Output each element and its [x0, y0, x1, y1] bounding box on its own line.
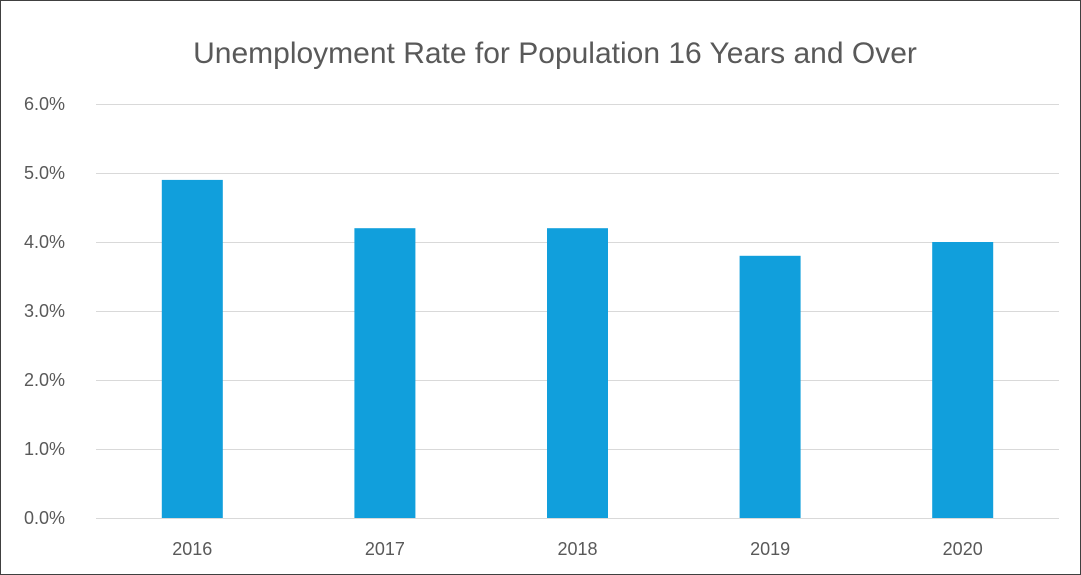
x-tick-label: 2020	[943, 539, 983, 559]
bars	[161, 179, 994, 519]
chart-title: Unemployment Rate for Population 16 Year…	[193, 37, 917, 70]
y-tick-label: 5.0%	[24, 163, 65, 183]
y-tick-label: 3.0%	[24, 301, 65, 321]
y-tick-label: 6.0%	[24, 94, 65, 114]
bar	[354, 228, 416, 518]
y-tick-label: 0.0%	[24, 508, 65, 528]
x-axis-ticks: 2016 2017 2018 2019 2020	[172, 539, 982, 559]
x-tick-label: 2018	[557, 539, 597, 559]
x-tick-label: 2016	[172, 539, 212, 559]
x-tick-label: 2017	[365, 539, 405, 559]
bar	[932, 242, 994, 518]
y-tick-label: 2.0%	[24, 370, 65, 390]
x-tick-label: 2019	[750, 539, 790, 559]
y-axis-ticks: 0.0% 1.0% 2.0% 3.0% 4.0% 5.0% 6.0%	[24, 94, 65, 528]
y-tick-label: 4.0%	[24, 232, 65, 252]
bar	[739, 255, 801, 519]
bar	[547, 228, 608, 518]
y-tick-label: 1.0%	[24, 439, 65, 459]
bar	[161, 179, 223, 518]
